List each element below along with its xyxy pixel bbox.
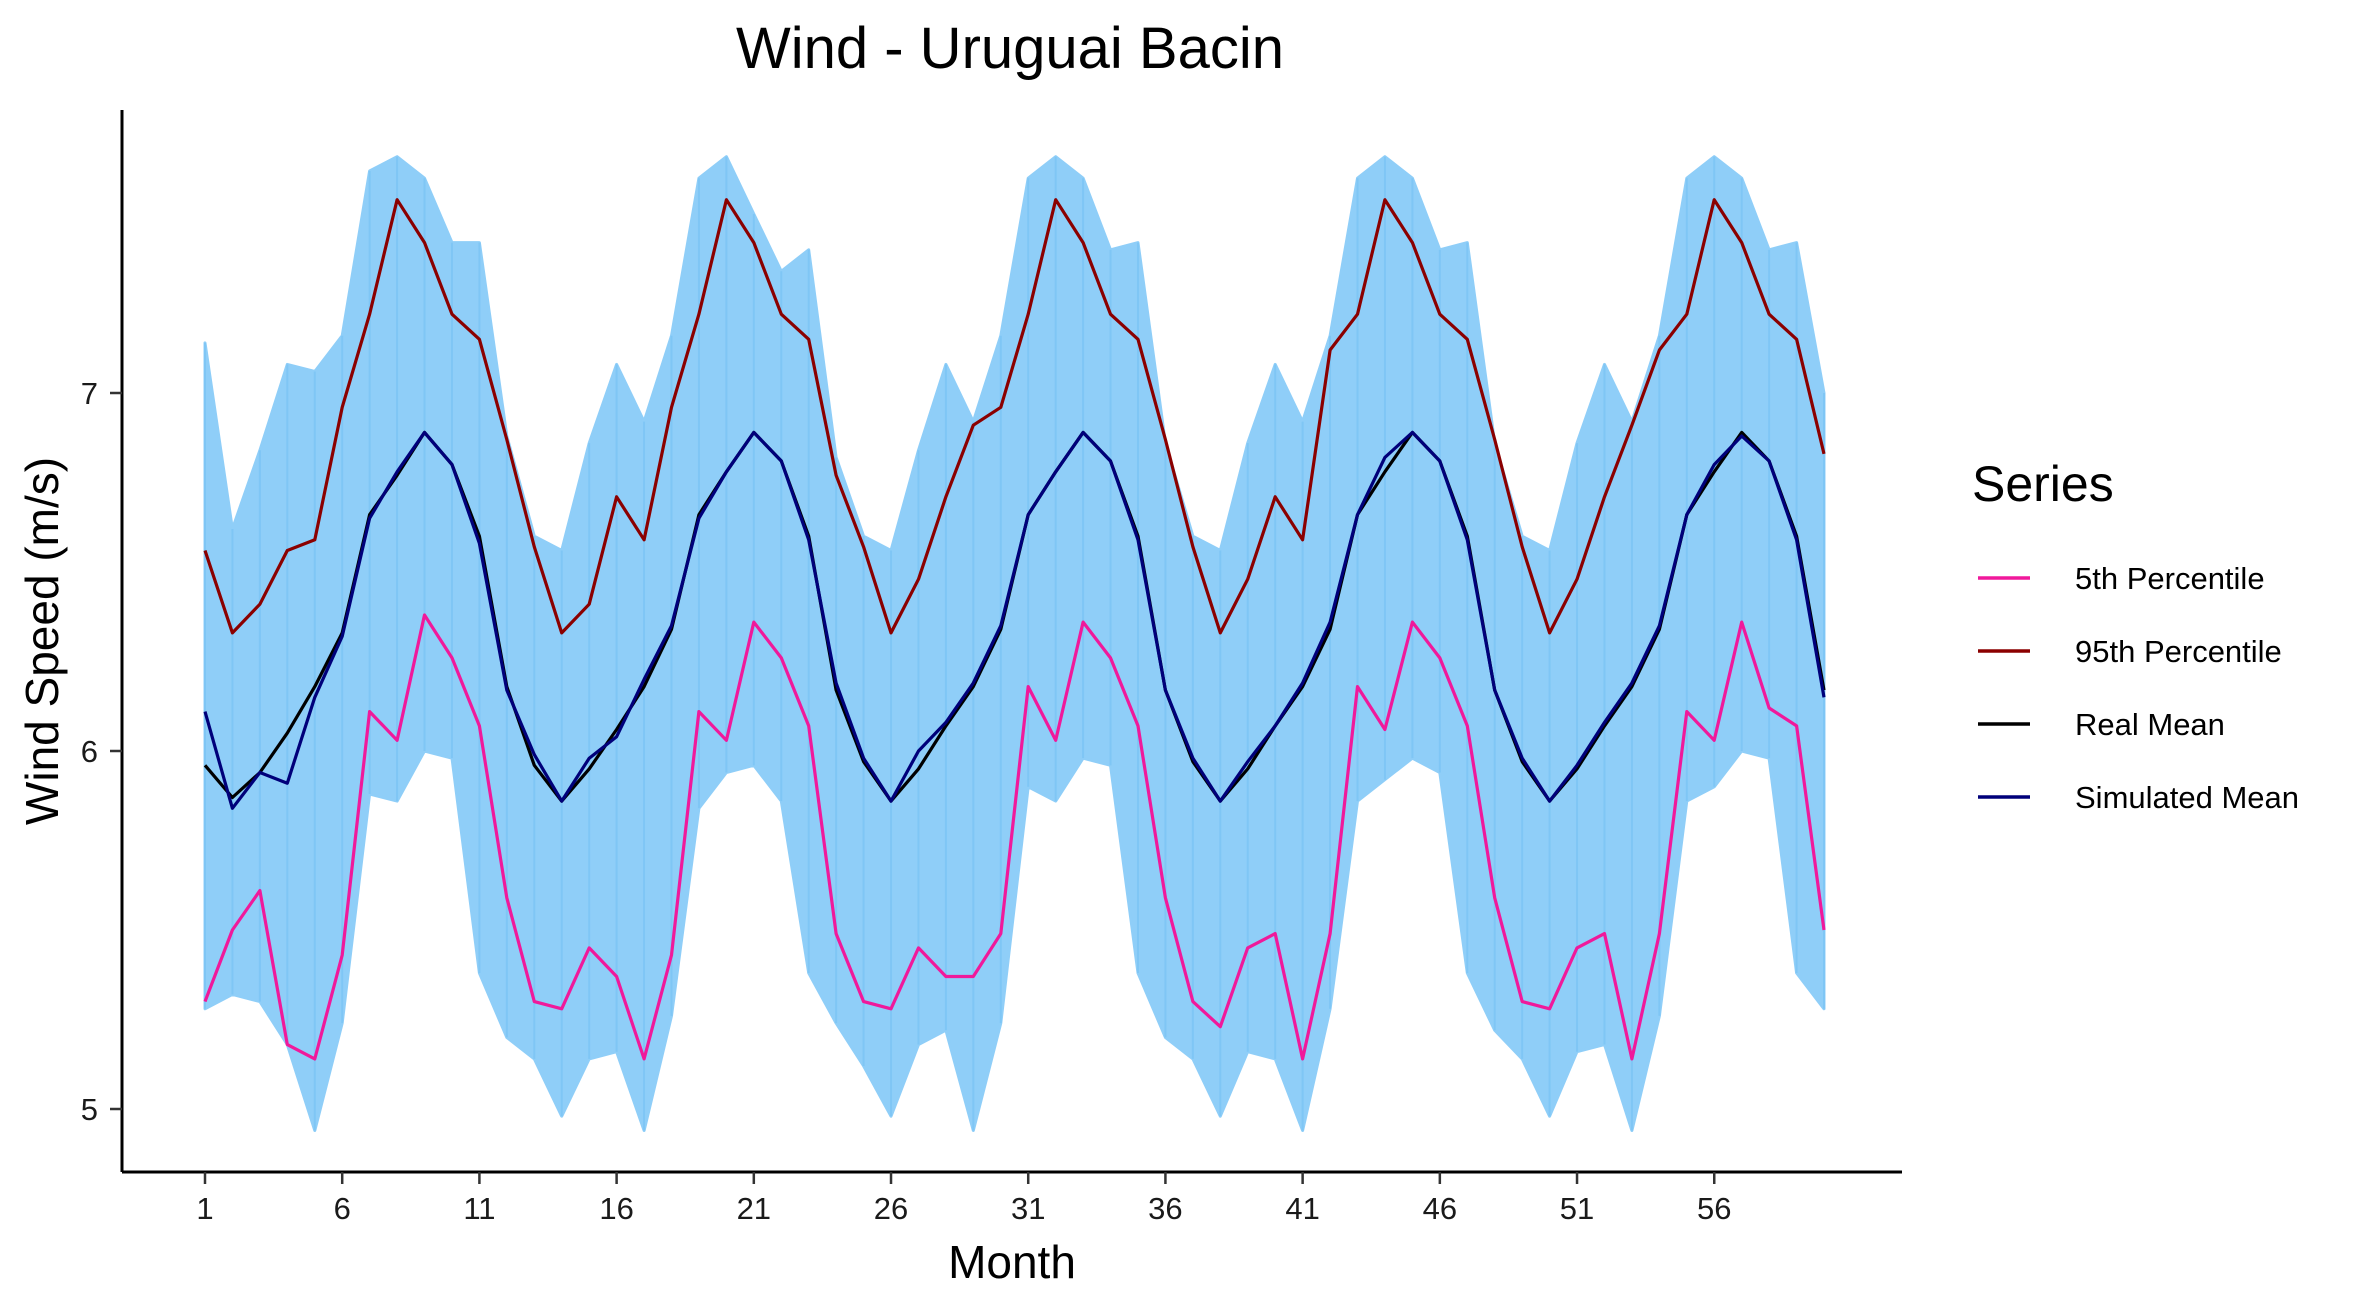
y-axis-title: Wind Speed (m/s) <box>16 457 68 825</box>
x-tick-label: 51 <box>1560 1191 1594 1226</box>
legend-label-simulated-mean: Simulated Mean <box>2075 780 2299 815</box>
legend-label-95th-percentile: 95th Percentile <box>2075 634 2282 669</box>
series-line-95th-percentile <box>203 198 1826 635</box>
simulation-band <box>203 155 1826 1132</box>
legend-label-5th-percentile: 5th Percentile <box>2075 561 2265 596</box>
x-tick-label: 1 <box>196 1191 213 1226</box>
x-axis-title: Month <box>948 1236 1076 1288</box>
x-tick-label: 21 <box>737 1191 771 1226</box>
x-axis-ticks: 1 6 11 16 21 26 31 36 41 46 51 56 <box>196 1172 1731 1226</box>
y-tick-label: 6 <box>81 734 98 769</box>
series-line-simulated-mean <box>203 430 1826 810</box>
legend-label-real-mean: Real Mean <box>2075 707 2225 742</box>
x-tick-label: 36 <box>1148 1191 1182 1226</box>
x-tick-label: 16 <box>599 1191 633 1226</box>
y-tick-label: 7 <box>81 376 98 411</box>
x-tick-label: 56 <box>1697 1191 1731 1226</box>
x-tick-label: 31 <box>1011 1191 1045 1226</box>
x-tick-label: 26 <box>874 1191 908 1226</box>
x-tick-label: 46 <box>1423 1191 1457 1226</box>
y-tick-label: 5 <box>81 1092 98 1127</box>
y-axis-ticks: 5 6 7 <box>81 376 122 1127</box>
x-tick-label: 6 <box>334 1191 351 1226</box>
legend-title: Series <box>1972 456 2114 512</box>
x-tick-label: 41 <box>1285 1191 1319 1226</box>
legend: Series 5th Percentile 95th Percentile Real… <box>1972 456 2299 815</box>
series-lines <box>203 198 1826 1061</box>
chart-title: Wind - Uruguai Bacin <box>736 16 1284 81</box>
x-tick-label: 11 <box>463 1191 495 1226</box>
series-line-5th-percentile <box>203 613 1826 1061</box>
